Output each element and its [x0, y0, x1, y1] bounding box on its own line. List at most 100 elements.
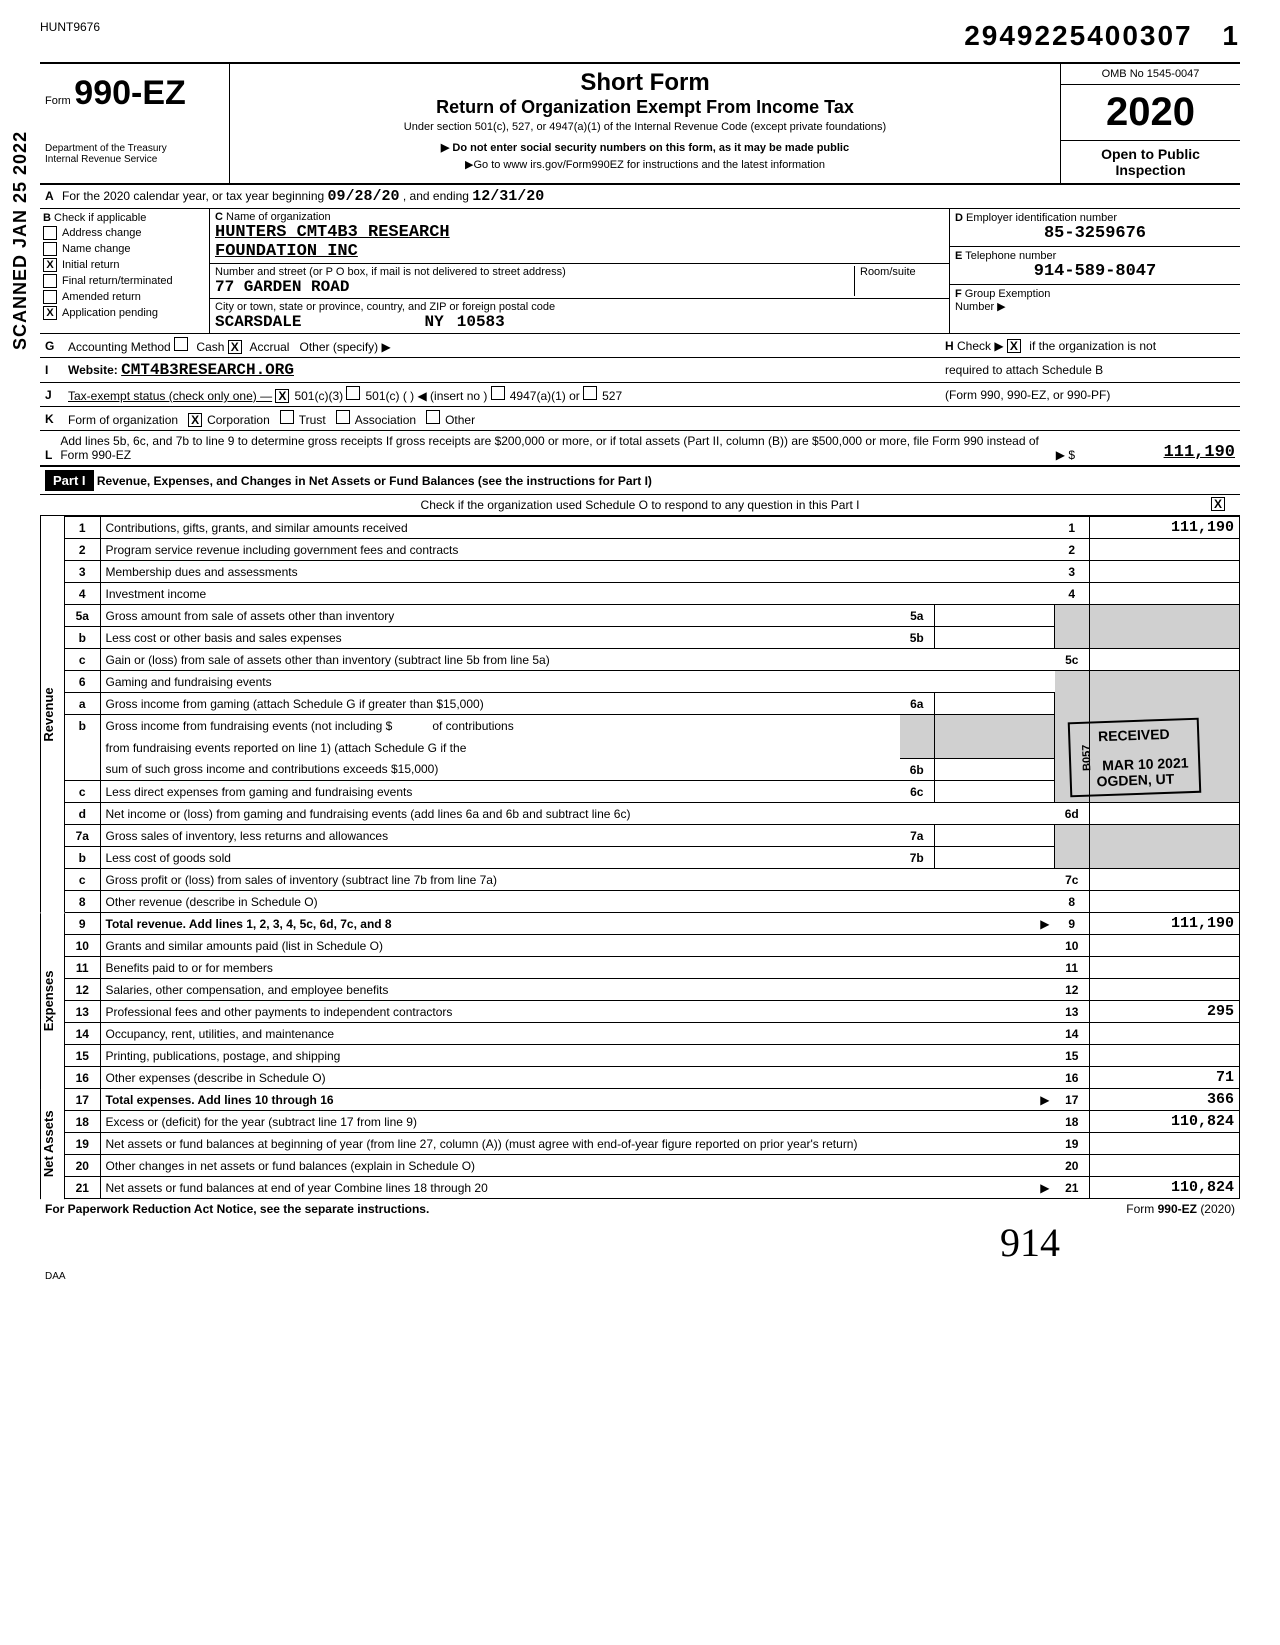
line-9-desc-cell: Total revenue. Add lines 1, 2, 3, 4, 5c,… [100, 913, 1055, 935]
line-7c: cGross profit or (loss) from sales of in… [65, 869, 1240, 891]
line-1-rnum: 1 [1055, 517, 1090, 539]
shaded-cell [900, 715, 935, 737]
line-6d-desc: Net income or (loss) from gaming and fun… [100, 803, 1055, 825]
checkbox-cash[interactable] [174, 337, 188, 351]
line-18-value: 110,824 [1090, 1111, 1240, 1133]
part-1-label: Part I [45, 470, 94, 491]
part-1-title: Revenue, Expenses, and Changes in Net As… [97, 474, 652, 488]
letter-b: B [43, 212, 51, 224]
label-address-change: Address change [62, 227, 142, 239]
label-corporation: Corporation [207, 413, 270, 427]
line-10-desc: Grants and similar amounts paid (list in… [100, 935, 1055, 957]
label-501c: 501(c) ( [365, 389, 406, 403]
check-application-pending[interactable]: X Application pending [43, 306, 206, 320]
checkbox-corporation[interactable]: X [188, 413, 202, 427]
cash-label: Cash [196, 340, 224, 354]
checkbox-4947[interactable] [491, 386, 505, 400]
part-1-header-row: Part I Revenue, Expenses, and Changes in… [40, 467, 1240, 495]
checkbox-association[interactable] [336, 410, 350, 424]
line-10-value [1090, 935, 1240, 957]
line-17-value: 366 [1090, 1089, 1240, 1111]
line-17: 17Total expenses. Add lines 10 through 1… [65, 1089, 1240, 1111]
scanned-stamp: SCANNED JAN 25 2022 [10, 131, 31, 350]
line-16-rnum: 16 [1055, 1067, 1090, 1089]
line-12-value [1090, 979, 1240, 1001]
phone-row: E Telephone number 914-589-8047 [950, 247, 1240, 285]
line-5c-desc: Gain or (loss) from sale of assets other… [100, 649, 1055, 671]
checkbox-amended-return[interactable] [43, 290, 57, 304]
handwritten-mark: 914 [40, 1219, 1240, 1266]
line-13-rnum: 13 [1055, 1001, 1090, 1023]
line-4-num: 4 [65, 583, 100, 605]
checkbox-other-org[interactable] [426, 410, 440, 424]
row-a-tax-year: A For the 2020 calendar year, or tax yea… [40, 185, 1240, 209]
shaded-cell [1055, 693, 1090, 715]
name-of-org-label: Name of organization [226, 211, 331, 223]
checkbox-501c3[interactable]: X [275, 389, 289, 403]
checkbox-application-pending[interactable]: X [43, 306, 57, 320]
checkbox-schedule-o[interactable]: X [1211, 497, 1225, 511]
ssn-warning: ▶ Do not enter social security numbers o… [240, 141, 1050, 154]
check-initial-return[interactable]: XInitial return [43, 258, 206, 272]
check-amended-return[interactable]: Amended return [43, 290, 206, 304]
line-5c-num: c [65, 649, 100, 671]
line-19: 19Net assets or fund balances at beginni… [65, 1133, 1240, 1155]
line-14: 14Occupancy, rent, utilities, and mainte… [65, 1023, 1240, 1045]
line-9-value: 111,190 [1090, 913, 1240, 935]
checkbox-trust[interactable] [280, 410, 294, 424]
website-label: Website: [68, 363, 118, 377]
phone-value: 914-589-8047 [955, 262, 1235, 281]
checkbox-schedule-b[interactable]: X [1007, 339, 1021, 353]
checkbox-accrual[interactable]: X [228, 340, 242, 354]
label-application-pending: Application pending [62, 307, 158, 319]
gross-receipts-text: Add lines 5b, 6c, and 7b to line 9 to de… [60, 434, 1055, 462]
line-16-desc: Other expenses (describe in Schedule O) [100, 1067, 1055, 1089]
gross-receipts-amount: 111,190 [1085, 443, 1235, 462]
shaded-cell [1090, 847, 1240, 869]
check-name-change[interactable]: Name change [43, 242, 206, 256]
line-5c: cGain or (loss) from sale of assets othe… [65, 649, 1240, 671]
checkbox-initial-return[interactable]: X [43, 258, 57, 272]
line-17-desc-cell: Total expenses. Add lines 10 through 16 … [100, 1089, 1055, 1111]
tax-year: 2020 [1061, 85, 1240, 141]
line-16: 16Other expenses (describe in Schedule O… [65, 1067, 1240, 1089]
line-4-value [1090, 583, 1240, 605]
line-6d: dNet income or (loss) from gaming and fu… [65, 803, 1240, 825]
checkbox-final-return[interactable] [43, 274, 57, 288]
line-2-num: 2 [65, 539, 100, 561]
line-8-num: 8 [65, 891, 100, 913]
state-value: NY [424, 313, 443, 331]
line-6a-num: a [65, 693, 100, 715]
row-j-tax-status: J Tax-exempt status (check only one) — X… [40, 383, 1240, 407]
checkbox-501c[interactable] [346, 386, 360, 400]
check-final-return[interactable]: Final return/terminated [43, 274, 206, 288]
line-6b-text4: sum of such gross income and contributio… [100, 759, 900, 781]
checkbox-527[interactable] [583, 386, 597, 400]
line-4: 4Investment income4 [65, 583, 1240, 605]
line-8: 8Other revenue (describe in Schedule O)8 [65, 891, 1240, 913]
line-15-desc: Printing, publications, postage, and shi… [100, 1045, 1055, 1067]
line-18-rnum: 18 [1055, 1111, 1090, 1133]
form-number-box: Form 990-EZ Department of the Treasury I… [40, 64, 230, 183]
line-6-desc: Gaming and fundraising events [100, 671, 1055, 693]
line-20: 20Other changes in net assets or fund ba… [65, 1155, 1240, 1177]
line-7c-value [1090, 869, 1240, 891]
accrual-label: Accrual [249, 340, 289, 354]
check-address-change[interactable]: Address change [43, 226, 206, 240]
line-7c-desc: Gross profit or (loss) from sales of inv… [100, 869, 1055, 891]
line-5c-rnum: 5c [1055, 649, 1090, 671]
zip-value: 10583 [457, 313, 505, 331]
line-6-num: 6 [65, 671, 100, 693]
letter-e: E [955, 250, 962, 262]
shaded-cell [1055, 605, 1090, 627]
part-1-check-row: Check if the organization used Schedule … [40, 495, 1240, 516]
line-17-rnum: 17 [1055, 1089, 1090, 1111]
line-7a: 7aGross sales of inventory, less returns… [65, 825, 1240, 847]
other-specify-label: Other (specify) ▶ [299, 340, 390, 354]
date-end: 12/31/20 [472, 188, 544, 205]
received-stamp: RECEIVED B057 MAR 10 2021 OGDEN, UT [1067, 718, 1201, 798]
checkbox-address-change[interactable] [43, 226, 57, 240]
checkbox-name-change[interactable] [43, 242, 57, 256]
label-527: 527 [602, 389, 622, 403]
line-6d-num: d [65, 803, 100, 825]
